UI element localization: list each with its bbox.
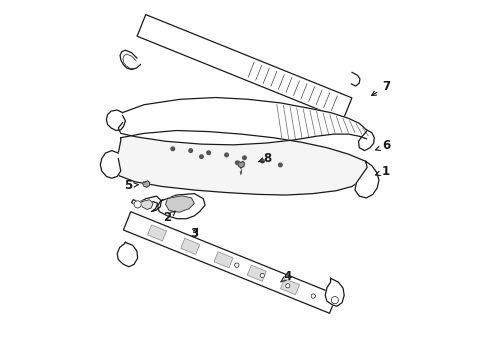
Circle shape	[260, 159, 264, 163]
Polygon shape	[137, 15, 351, 120]
Polygon shape	[140, 200, 153, 210]
Polygon shape	[123, 212, 336, 313]
Text: 1: 1	[375, 165, 389, 177]
Polygon shape	[106, 110, 125, 131]
Polygon shape	[238, 161, 244, 168]
Text: 5: 5	[123, 179, 138, 192]
Circle shape	[171, 147, 174, 150]
Text: 4: 4	[280, 270, 291, 283]
Polygon shape	[142, 181, 149, 187]
Circle shape	[235, 161, 239, 165]
Text: 2: 2	[163, 211, 175, 224]
Polygon shape	[181, 238, 199, 255]
Text: 7: 7	[371, 80, 389, 95]
Polygon shape	[165, 196, 194, 212]
Polygon shape	[158, 194, 204, 219]
Text: 6: 6	[375, 139, 389, 152]
Circle shape	[234, 263, 239, 267]
Circle shape	[134, 201, 141, 208]
Circle shape	[206, 151, 210, 154]
Circle shape	[278, 163, 282, 167]
Circle shape	[242, 156, 246, 159]
Polygon shape	[118, 98, 366, 145]
Circle shape	[310, 294, 315, 298]
Polygon shape	[214, 252, 232, 268]
Polygon shape	[280, 279, 299, 295]
Polygon shape	[116, 131, 367, 195]
Polygon shape	[325, 278, 344, 306]
Polygon shape	[147, 225, 166, 241]
Circle shape	[188, 149, 192, 152]
Text: 3: 3	[190, 227, 198, 240]
Polygon shape	[354, 161, 378, 198]
Circle shape	[199, 155, 203, 158]
Polygon shape	[358, 130, 373, 150]
Text: 8: 8	[258, 152, 271, 165]
Polygon shape	[117, 242, 137, 267]
Polygon shape	[100, 150, 121, 178]
Circle shape	[224, 153, 228, 157]
Polygon shape	[247, 265, 265, 281]
Circle shape	[330, 297, 338, 304]
Circle shape	[285, 284, 289, 288]
Circle shape	[260, 273, 264, 278]
Polygon shape	[131, 196, 161, 212]
